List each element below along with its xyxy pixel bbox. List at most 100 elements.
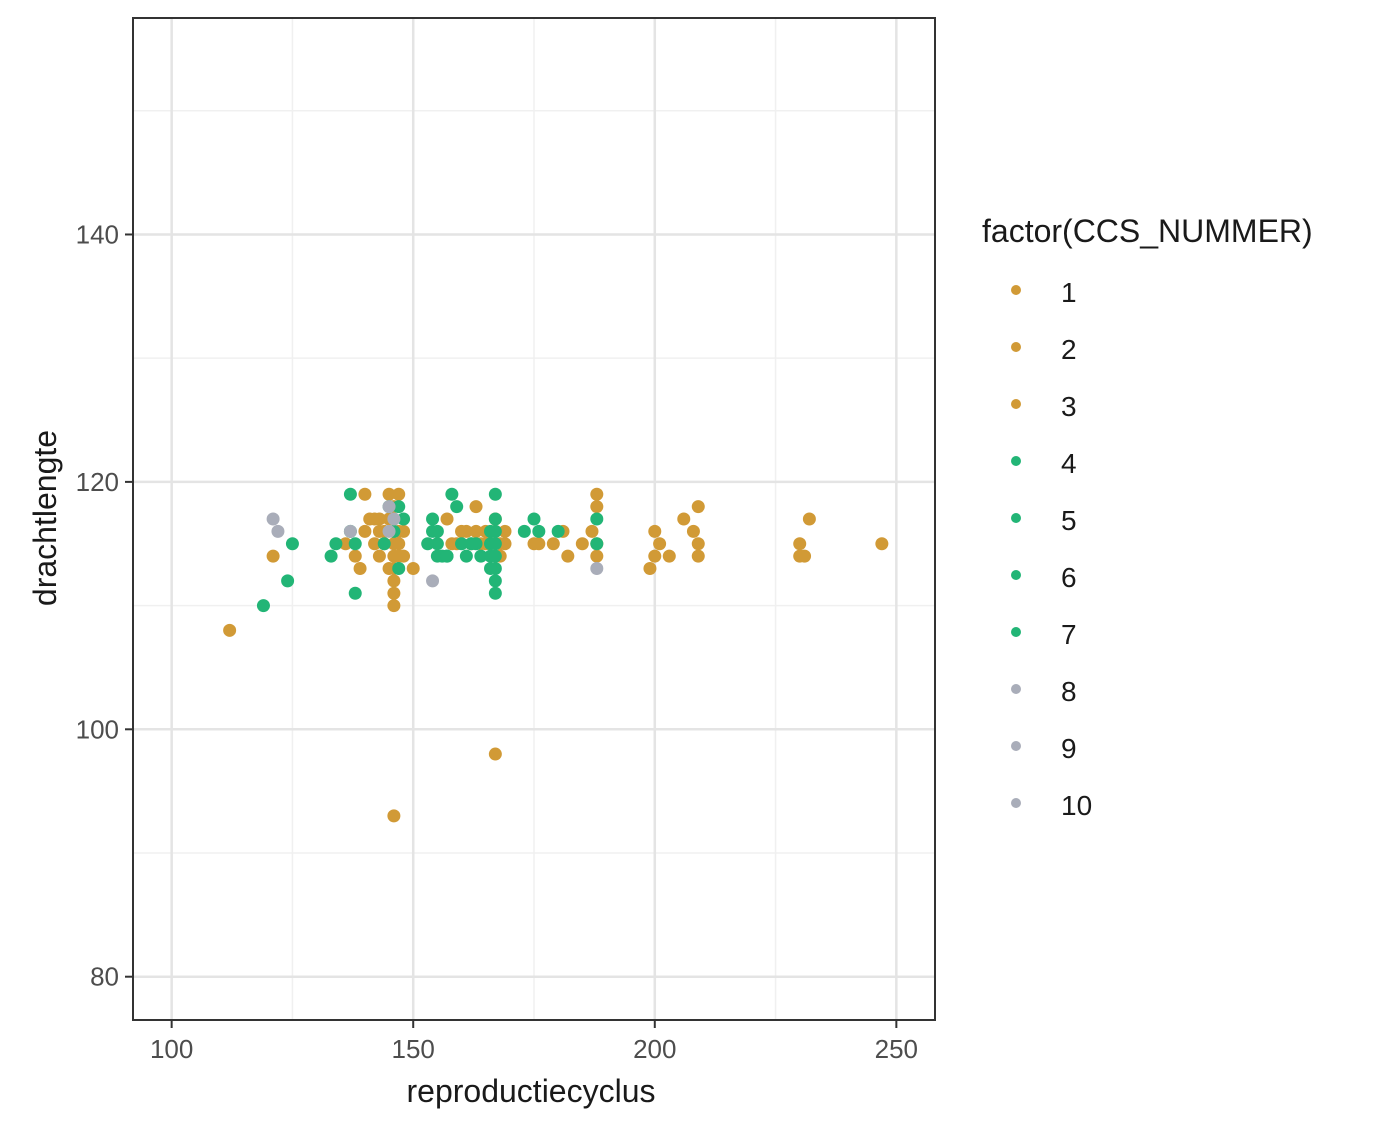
data-point-series-4 (348, 537, 362, 551)
data-point-series-1 (532, 537, 546, 551)
data-point-series-1 (590, 549, 604, 563)
data-point-series-1 (372, 549, 386, 563)
data-point-series-1 (662, 549, 676, 563)
legend-key-2 (1011, 342, 1021, 352)
x-tick-label: 200 (633, 1034, 676, 1064)
legend-label-7: 7 (1061, 619, 1077, 650)
data-point-series-4 (285, 537, 299, 551)
data-point-series-1 (387, 809, 401, 823)
data-point-series-1 (459, 524, 473, 538)
data-point-series-4 (426, 512, 440, 526)
data-point-series-1 (590, 487, 604, 501)
data-point-series-1 (793, 537, 807, 551)
data-point-series-8 (266, 512, 280, 526)
data-point-series-1 (353, 561, 367, 575)
data-point-series-1 (266, 549, 280, 563)
data-point-series-7 (590, 537, 604, 551)
data-point-series-1 (339, 537, 353, 551)
legend-title: factor(CCS_NUMMER) (982, 213, 1313, 249)
legend-key-3 (1011, 399, 1021, 409)
y-axis-title: drachtlengte (27, 430, 63, 606)
data-point-series-6 (484, 561, 498, 575)
data-point-series-1 (469, 500, 483, 514)
data-points (223, 487, 889, 823)
data-point-series-8 (382, 500, 396, 514)
data-point-series-1 (392, 487, 406, 501)
data-point-series-4 (430, 537, 444, 551)
data-point-series-1 (348, 549, 362, 563)
data-point-series-4 (343, 487, 357, 501)
panel-border (132, 17, 936, 1021)
data-point-series-4 (488, 549, 502, 563)
data-point-series-1 (691, 549, 705, 563)
legend-label-4: 4 (1061, 448, 1077, 479)
data-point-series-1 (561, 549, 575, 563)
data-point-series-7 (430, 524, 444, 538)
data-point-series-1 (358, 524, 372, 538)
data-point-series-4 (488, 512, 502, 526)
data-point-series-4 (488, 524, 502, 538)
x-axis-title: reproductiecyclus (407, 1073, 656, 1109)
legend-key-10 (1011, 798, 1021, 808)
data-point-series-1 (223, 623, 237, 637)
data-point-series-4 (450, 500, 464, 514)
y-axis-ticks: 80 100 120 140 (76, 219, 133, 992)
data-point-series-4 (590, 512, 604, 526)
legend-key-6 (1011, 570, 1021, 580)
data-point-series-4 (551, 524, 565, 538)
legend-key-1 (1011, 285, 1021, 295)
data-point-series-9 (387, 512, 401, 526)
legend-label-6: 6 (1061, 562, 1077, 593)
data-point-series-6 (397, 512, 411, 526)
legend-label-1: 1 (1061, 277, 1077, 308)
major-gridlines (133, 18, 935, 1020)
data-point-series-4 (445, 487, 459, 501)
data-point-series-1 (397, 549, 411, 563)
data-point-series-4 (488, 574, 502, 588)
data-point-series-1 (488, 747, 502, 761)
x-tick-label: 100 (150, 1034, 193, 1064)
data-point-series-8 (590, 561, 604, 575)
data-point-series-1 (653, 537, 667, 551)
data-point-series-1 (691, 500, 705, 514)
data-point-series-1 (387, 599, 401, 613)
data-point-series-4 (532, 524, 546, 538)
data-point-series-1 (387, 586, 401, 600)
x-tick-label: 150 (392, 1034, 435, 1064)
data-point-series-4 (281, 574, 295, 588)
data-point-series-10 (382, 524, 396, 538)
data-point-series-5 (377, 537, 391, 551)
legend-label-8: 8 (1061, 676, 1077, 707)
data-point-series-1 (440, 512, 454, 526)
legend-key-9 (1011, 741, 1021, 751)
y-tick-label: 80 (90, 962, 119, 992)
data-point-series-1 (648, 524, 662, 538)
data-point-series-4 (421, 537, 435, 551)
data-point-series-1 (686, 524, 700, 538)
data-point-series-1 (392, 537, 406, 551)
data-point-series-1 (802, 512, 816, 526)
data-point-series-1 (358, 487, 372, 501)
data-point-series-1 (590, 500, 604, 514)
data-point-series-1 (575, 537, 589, 551)
data-point-series-1 (406, 561, 420, 575)
legend-label-10: 10 (1061, 790, 1092, 821)
legend-key-4 (1011, 456, 1021, 466)
data-point-series-1 (498, 537, 512, 551)
data-point-series-3 (372, 512, 386, 526)
data-point-series-4 (517, 524, 531, 538)
data-point-series-1 (368, 537, 382, 551)
data-point-series-1 (648, 549, 662, 563)
data-point-series-4 (392, 500, 406, 514)
data-point-series-4 (527, 512, 541, 526)
legend-key-8 (1011, 684, 1021, 694)
data-point-series-1 (875, 537, 889, 551)
data-point-series-4 (455, 537, 469, 551)
data-point-series-1 (643, 561, 657, 575)
data-point-series-1 (677, 512, 691, 526)
data-point-series-4 (324, 549, 338, 563)
data-point-series-4 (459, 549, 473, 563)
